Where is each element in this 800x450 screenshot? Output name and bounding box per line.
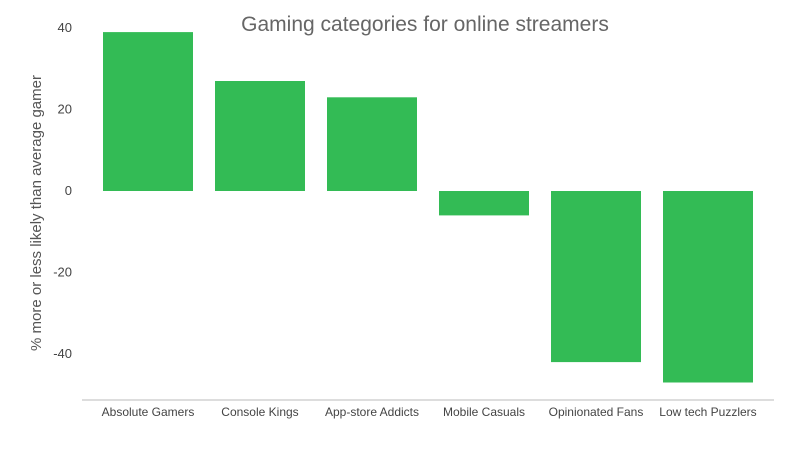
- x-tick-label: Console Kings: [221, 405, 298, 419]
- bar-app-store-addicts: [327, 97, 417, 191]
- x-tick-label: Low tech Puzzlers: [659, 405, 756, 419]
- chart-title: Gaming categories for online streamers: [241, 13, 609, 36]
- y-tick-label: 40: [58, 20, 72, 35]
- y-tick-label: 20: [58, 102, 72, 117]
- bar-opinionated-fans: [551, 191, 641, 363]
- x-tick-label: Opinionated Fans: [549, 405, 644, 419]
- bar-console-kings: [215, 81, 305, 191]
- x-tick-label: Absolute Gamers: [102, 405, 195, 419]
- bar-absolute-gamers: [103, 32, 193, 191]
- bars-group: [103, 32, 753, 383]
- x-tick-label: Mobile Casuals: [443, 405, 525, 419]
- y-tick-label: -20: [53, 265, 72, 280]
- x-axis-ticks: Absolute Gamers Console Kings App-store Ad…: [102, 405, 757, 419]
- y-axis-label: % more or less likely than average gamer: [28, 75, 45, 351]
- bar-low-tech-puzzlers: [663, 191, 753, 383]
- x-tick-label: App-store Addicts: [325, 405, 419, 419]
- y-tick-label: -40: [53, 346, 72, 361]
- y-tick-label: 0: [65, 183, 72, 198]
- bar-mobile-casuals: [439, 191, 529, 216]
- y-axis-ticks: 40 20 0 -20 -40: [53, 20, 72, 361]
